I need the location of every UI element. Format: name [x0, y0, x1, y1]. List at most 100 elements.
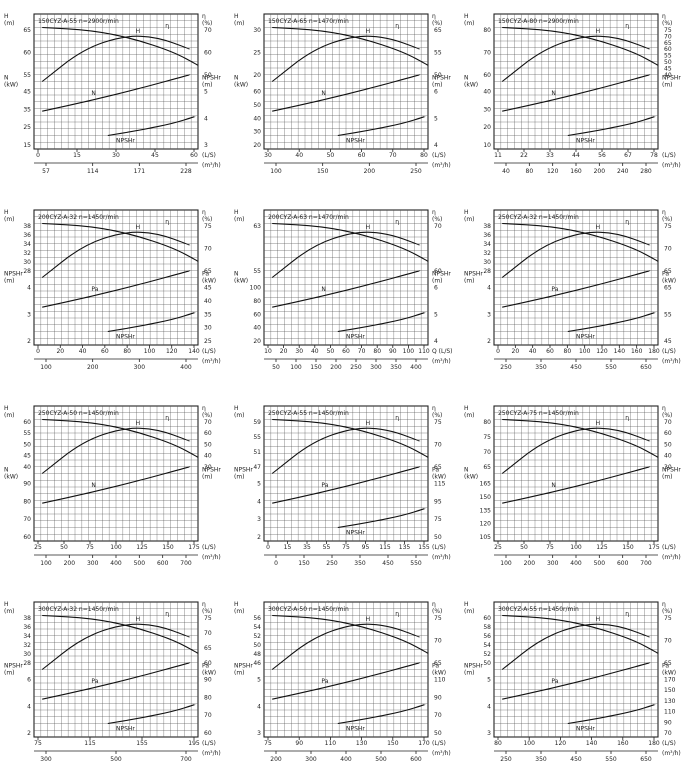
right-tick-label: 30 — [204, 325, 212, 332]
right-tick-label: 4 — [434, 142, 438, 149]
curve-label: H — [136, 616, 141, 623]
x-unit-ls: (L/S) — [202, 152, 216, 159]
x-tick-m3h: 350 — [354, 560, 366, 567]
right-tick-label: 65 — [434, 464, 442, 471]
curve-label: η — [395, 219, 399, 226]
right-tick-label: 60 — [204, 660, 212, 667]
right-axis-unit: (%) — [202, 216, 212, 223]
chart-title: 250CYZ-A-75 n=1450r/min — [498, 410, 579, 417]
x-unit-ls: (L/S) — [662, 152, 676, 159]
right-tick-label: 60 — [204, 430, 212, 437]
left-axis-unit: (kW) — [464, 82, 478, 89]
curve-group — [271, 614, 429, 725]
x-tick-ls: 150 — [162, 544, 174, 551]
left-tick-label: 6 — [27, 677, 31, 684]
right-tick-label: 70 — [664, 33, 672, 40]
x-tick-ls: 70 — [389, 152, 397, 159]
x-tick-ls: 0 — [496, 348, 500, 355]
left-tick-label: 54 — [253, 624, 261, 631]
right-tick-label: 65 — [664, 285, 672, 292]
right-tick-label: 55 — [664, 311, 672, 318]
x-tick-m3h: 150 — [298, 560, 310, 567]
left-axis-symbol: H — [464, 13, 469, 20]
x-tick-ls: 30 — [295, 348, 303, 355]
left-tick-label: 30 — [23, 259, 31, 266]
left-tick-label: 50 — [253, 102, 261, 109]
right-tick-label: 5 — [434, 115, 438, 122]
right-tick-label: 65 — [204, 645, 212, 652]
left-axis-unit: (m) — [4, 608, 15, 615]
x-tick-m3h: 200 — [64, 560, 76, 567]
curve-group — [41, 418, 199, 504]
left-axis-unit: (m) — [464, 670, 475, 677]
left-tick-label: 55 — [23, 430, 31, 437]
left-tick-label: 105 — [480, 534, 492, 541]
x-tick-m3h: 40 — [502, 168, 510, 175]
left-tick-label: 38 — [23, 615, 31, 622]
x-tick-ls: 180 — [648, 348, 660, 355]
left-tick-label: 54 — [483, 642, 491, 649]
x-tick-ls: 80 — [564, 348, 572, 355]
right-tick-label: 60 — [664, 430, 672, 437]
right-tick-label: 65 — [664, 40, 672, 47]
curve-label: η — [625, 611, 629, 618]
x-tick-ls: 33 — [546, 152, 554, 159]
right-axis-unit: (%) — [662, 216, 672, 223]
left-axis-symbol: NPSHr — [4, 271, 23, 278]
curve-label: η — [165, 23, 169, 30]
right-tick-label: 75 — [664, 615, 672, 622]
right-tick-label: 70 — [664, 245, 672, 252]
x-tick-ls: 100 — [579, 348, 591, 355]
x-tick-m3h: 200 — [270, 756, 282, 763]
x-tick-ls: 67 — [624, 152, 632, 159]
chart-title: 300CYZ-A-50 n=1450r/min — [268, 606, 349, 613]
left-axis-unit: (kW) — [234, 278, 248, 285]
left-tick-label: 40 — [253, 115, 261, 122]
left-tick-label: 3 — [27, 311, 31, 318]
right-axis-unit: (m) — [202, 474, 213, 481]
x-unit-m3h: (m³/h) — [432, 750, 451, 757]
right-axis-symbol: η — [662, 13, 666, 20]
right-axis-symbol: η — [202, 13, 206, 20]
right-tick-label: 65 — [434, 27, 442, 34]
x-tick-ls: 140 — [614, 348, 626, 355]
right-tick-label: 50 — [434, 730, 442, 737]
left-tick-label: 45 — [23, 89, 31, 96]
x-tick-ls: 70 — [358, 348, 366, 355]
power-curve — [502, 466, 651, 504]
x-unit-ls: (L/S) — [662, 544, 676, 551]
right-axis-symbol: Pa — [432, 467, 439, 474]
x-tick-ls: 30 — [264, 152, 272, 159]
x-tick-ls: 44 — [572, 152, 580, 159]
left-tick-label: 59 — [253, 419, 261, 426]
x-tick-ls: 160 — [617, 740, 629, 747]
left-tick-label: 38 — [483, 223, 491, 230]
right-axis-unit: (m) — [202, 82, 213, 89]
x-unit-m3h: (m³/h) — [662, 750, 681, 757]
efficiency-curve — [271, 231, 421, 278]
right-tick-label: 60 — [204, 49, 212, 56]
curve-label: NPSHr — [346, 725, 365, 732]
left-tick-label: 60 — [253, 311, 261, 318]
right-axis-unit: (%) — [662, 608, 672, 615]
grid-lines — [494, 602, 658, 737]
chart-title: 250CYZ-A-50 n=1450r/min — [38, 410, 119, 417]
right-tick-label: 50 — [204, 72, 212, 79]
x-tick-ls: 75 — [546, 544, 554, 551]
curve-label: η — [395, 415, 399, 422]
right-tick-label: 70 — [434, 223, 442, 230]
x-tick-m3h: 250 — [500, 364, 512, 371]
right-tick-label: 110 — [434, 677, 446, 684]
curve-label: η — [165, 415, 169, 422]
x-tick-ls: 60 — [342, 348, 350, 355]
chart-title: 150CYZ-A-80 n=2900r/min — [498, 18, 579, 25]
right-axis-symbol: Pa — [202, 663, 209, 670]
left-axis-unit: (m) — [234, 670, 245, 677]
right-tick-label: 55 — [664, 53, 672, 60]
x-tick-m3h: 100 — [270, 168, 282, 175]
curve-label: η — [625, 23, 629, 30]
left-tick-label: 2 — [487, 338, 491, 345]
left-axis-symbol: H — [234, 13, 239, 20]
left-tick-label: 120 — [480, 521, 492, 528]
